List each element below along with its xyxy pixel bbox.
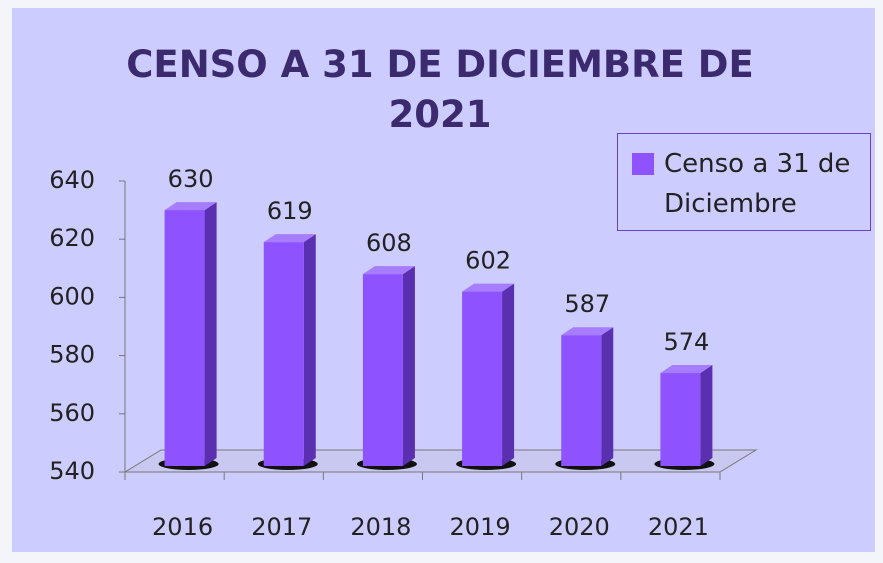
bar-front <box>561 335 602 466</box>
bar-front <box>263 242 304 466</box>
x-tick-label: 2017 <box>251 513 312 541</box>
chart-title: CENSO A 31 DE DICIEMBRE DE 2021 <box>126 43 754 136</box>
y-tick-label: 620 <box>49 224 95 252</box>
x-tick-label: 2020 <box>549 513 610 541</box>
bar-front <box>164 210 205 466</box>
bar-side <box>601 327 614 466</box>
bar <box>356 266 417 470</box>
y-tick-label: 560 <box>49 399 95 427</box>
bar-top <box>164 202 217 211</box>
bar-side <box>204 202 217 466</box>
data-label: 574 <box>664 328 710 356</box>
bar-side <box>502 283 515 466</box>
data-label: 587 <box>564 290 610 318</box>
legend-swatch <box>632 153 654 175</box>
title-box: CENSO A 31 DE DICIEMBRE DE 2021 <box>126 43 754 136</box>
y-tick-label: 600 <box>49 282 95 310</box>
bar <box>555 327 616 470</box>
bar-side <box>402 266 415 466</box>
bar <box>257 234 318 470</box>
bar-side <box>700 365 713 466</box>
bar <box>158 202 219 470</box>
bar-top <box>660 365 713 374</box>
data-label: 619 <box>267 197 313 225</box>
data-label: 608 <box>366 229 412 257</box>
data-label: 630 <box>168 165 214 193</box>
legend: Censo a 31 de Diciembre <box>617 133 871 231</box>
y-tick-label: 640 <box>49 166 95 194</box>
x-tick-label: 2018 <box>350 513 411 541</box>
y-tick-label: 540 <box>49 457 95 485</box>
x-tick-label: 2019 <box>450 513 511 541</box>
bar <box>654 365 715 470</box>
bar-top <box>362 266 415 275</box>
bar-top <box>462 283 515 292</box>
x-tick-label: 2016 <box>152 513 213 541</box>
y-tick-label: 580 <box>49 341 95 369</box>
bar-front <box>462 291 503 466</box>
bar-top <box>263 234 316 243</box>
data-label: 602 <box>465 247 511 275</box>
bar-top <box>561 327 614 336</box>
bar-front <box>660 373 701 466</box>
legend-label: Censo a 31 de Diciembre <box>664 149 851 219</box>
bar <box>456 283 517 470</box>
x-tick-label: 2021 <box>648 513 709 541</box>
bar-side <box>303 234 316 466</box>
bar-front <box>362 274 403 466</box>
